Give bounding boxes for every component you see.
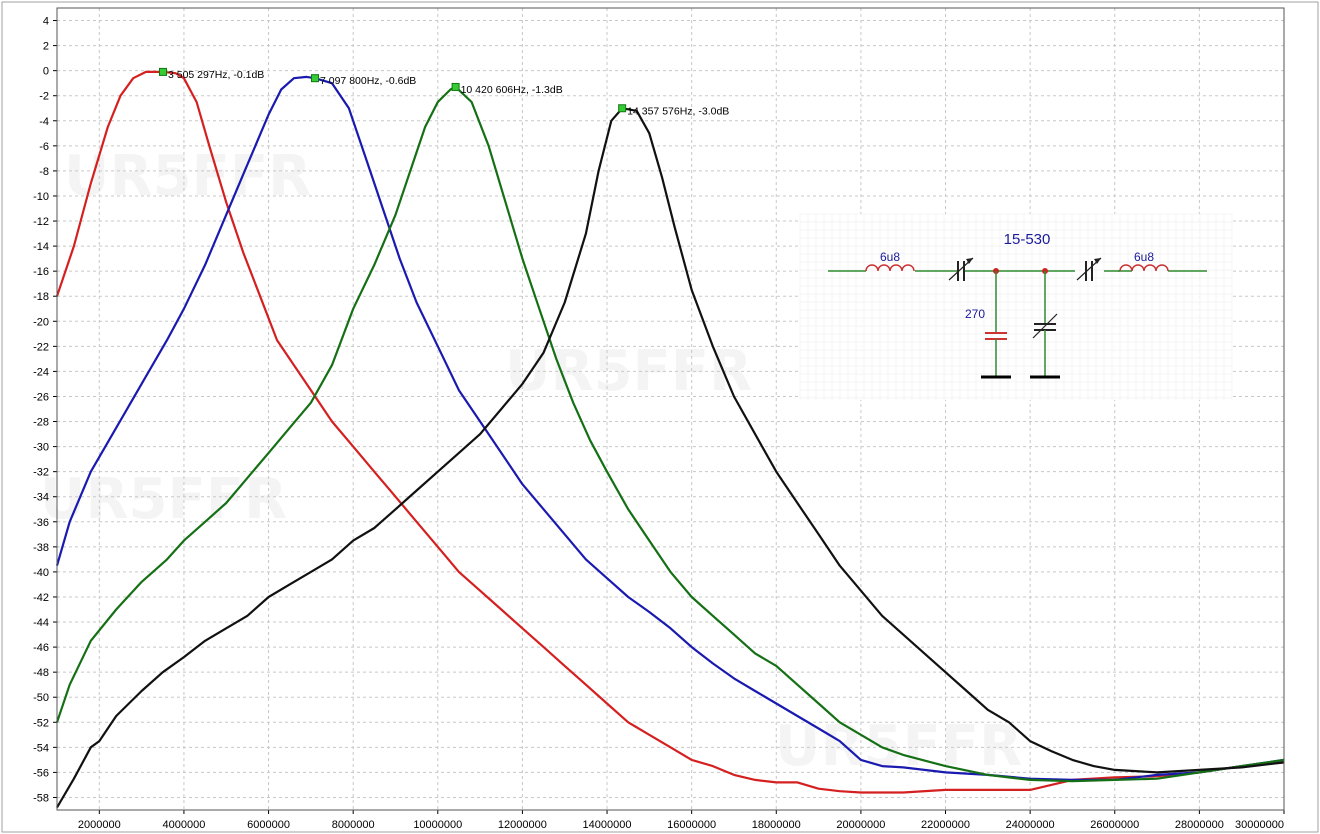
variable-arrow — [1032, 313, 1058, 339]
x-tick-label: 8000000 — [332, 819, 375, 831]
inductor-symbol — [865, 264, 915, 272]
y-tick-label: 2 — [43, 41, 49, 53]
peak-marker-label: 10 420 606Hz, -1.3dB — [461, 84, 563, 96]
y-tick-label: -20 — [33, 316, 49, 328]
peak-marker — [618, 104, 627, 113]
y-tick-label: -10 — [33, 191, 49, 203]
x-tick-label: 20000000 — [836, 819, 885, 831]
y-tick-label: -46 — [33, 642, 49, 654]
y-tick-label: 0 — [43, 66, 49, 78]
y-tick-label: -52 — [33, 717, 49, 729]
x-tick-label: 30000000 — [1235, 819, 1284, 831]
inductor-label: 6u8 — [880, 250, 900, 264]
y-tick-label: -44 — [33, 617, 49, 629]
peak-marker — [158, 67, 167, 76]
y-tick-label: -24 — [33, 366, 49, 378]
axes — [53, 7, 1285, 814]
plot-border — [56, 7, 1285, 811]
x-tick-label: 18000000 — [752, 819, 801, 831]
x-tick-label: 26000000 — [1090, 819, 1139, 831]
y-tick-label: -22 — [33, 341, 49, 353]
x-tick-label: 14000000 — [583, 819, 632, 831]
series-line-1 — [55, 70, 1285, 794]
x-tick-label: 22000000 — [921, 819, 970, 831]
y-tick-label: 4 — [43, 16, 49, 28]
y-tick-label: -50 — [33, 692, 49, 704]
variable-arrow-head — [1094, 258, 1101, 264]
peak-markers: 3 505 297Hz, -0.1dB 7 097 800Hz, -0.6dB 10… — [158, 67, 729, 117]
y-tick-label: -18 — [33, 291, 49, 303]
x-tick-label: 2000000 — [78, 819, 121, 831]
x-tick-label: 16000000 — [667, 819, 716, 831]
y-tick-label: -56 — [33, 767, 49, 779]
series-line-3 — [55, 85, 1285, 783]
y-tick-label: -26 — [33, 391, 49, 403]
x-tick-labels: 2000000 4000000 6000000 8000000 10000000 1200… — [78, 819, 1284, 831]
y-tick-label: -28 — [33, 417, 49, 429]
y-tick-label: -14 — [33, 241, 49, 253]
variable-arrow-head — [966, 258, 973, 264]
y-tick-label: -2 — [39, 91, 49, 103]
y-tick-label: -58 — [33, 792, 49, 804]
peak-marker — [451, 82, 460, 91]
inductor-symbol — [1119, 264, 1169, 272]
x-tick-label: 6000000 — [247, 819, 290, 831]
y-tick-label: -40 — [33, 567, 49, 579]
y-tick-label: -8 — [39, 166, 49, 178]
capacitor-label: 270 — [965, 307, 985, 321]
y-tick-label: -32 — [33, 467, 49, 479]
y-tick-label: -12 — [33, 216, 49, 228]
peak-marker-label: 14 357 576Hz, -3.0dB — [627, 105, 729, 117]
inductor-label: 6u8 — [1134, 250, 1154, 264]
watermark-text: UR5FFR — [40, 467, 287, 532]
x-tick-label: 12000000 — [498, 819, 547, 831]
y-tick-label: -54 — [33, 742, 49, 754]
y-tick-label: -38 — [33, 542, 49, 554]
series-line-2 — [55, 75, 1285, 781]
y-tick-label: -16 — [33, 266, 49, 278]
peak-marker-label: 7 097 800Hz, -0.6dB — [320, 75, 416, 87]
schematic-title: 15-530 — [1004, 231, 1051, 248]
x-tick-label: 28000000 — [1175, 819, 1224, 831]
peak-marker — [311, 74, 320, 83]
y-tick-label: -34 — [33, 492, 49, 504]
y-tick-label: -6 — [39, 141, 49, 153]
y-tick-labels: 4 2 0 -2 -4 -6 -8 -10 -12 -14 -16 -18 -20 -22 -24 -26 -2… — [33, 16, 49, 805]
y-tick-label: -4 — [39, 116, 49, 128]
y-tick-label: -48 — [33, 667, 49, 679]
y-tick-label: -42 — [33, 592, 49, 604]
circuit-schematic: 15-530 6u8 6u8 270 — [799, 213, 1233, 400]
grid-lines — [57, 8, 1285, 810]
x-tick-label: 10000000 — [413, 819, 462, 831]
y-tick-label: -30 — [33, 442, 49, 454]
peak-marker-label: 3 505 297Hz, -0.1dB — [168, 69, 264, 81]
x-tick-label: 4000000 — [163, 819, 206, 831]
x-tick-label: 24000000 — [1006, 819, 1055, 831]
watermark-text: UR5FFR — [64, 144, 311, 209]
y-tick-label: -36 — [33, 517, 49, 529]
